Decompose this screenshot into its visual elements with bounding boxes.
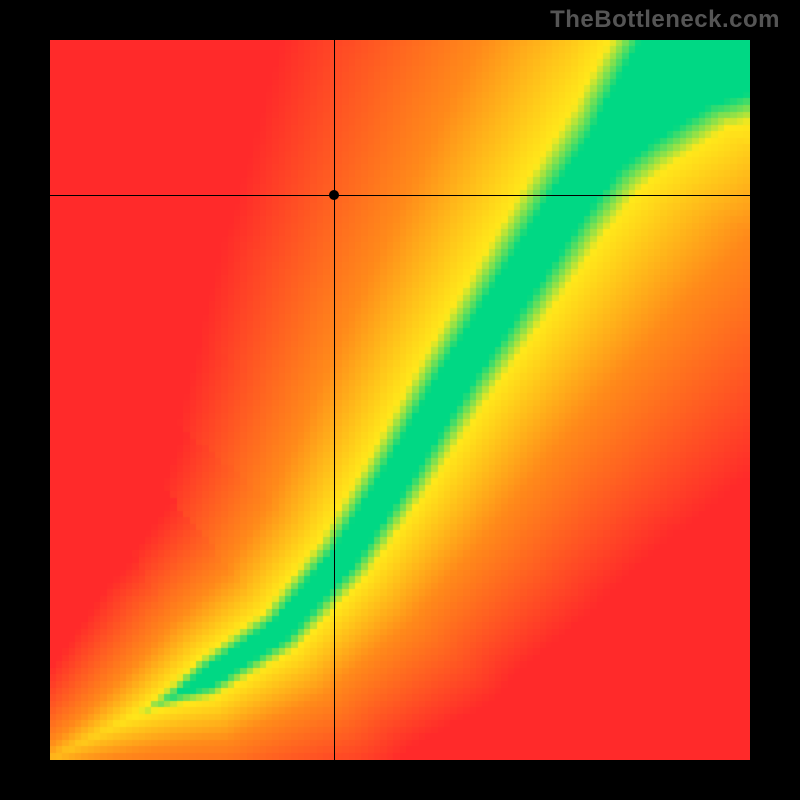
crosshair-horizontal bbox=[50, 195, 750, 196]
crosshair-marker bbox=[329, 190, 339, 200]
watermark-text: TheBottleneck.com bbox=[550, 6, 780, 34]
heatmap-canvas bbox=[50, 40, 750, 760]
plot-area bbox=[50, 40, 750, 760]
chart-container: TheBottleneck.com bbox=[0, 0, 800, 800]
crosshair-vertical bbox=[334, 40, 335, 760]
